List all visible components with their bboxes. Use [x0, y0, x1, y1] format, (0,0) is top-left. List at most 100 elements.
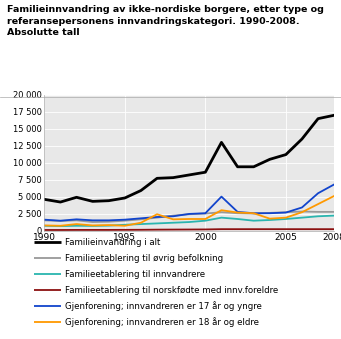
Gjenforening; innvandreren er 18 år og eldre: [332, 194, 336, 198]
Gjenforening; innvandreren er 18 år og eldre: [203, 217, 207, 221]
Familieetablering til øvrig befolkning: [107, 220, 111, 224]
Familieetablering til innvandrere: [107, 224, 111, 228]
Familieetablering til norskfødte med innv.foreldre: [284, 227, 288, 231]
Gjenforening; innvandreren er 18 år og eldre: [155, 212, 159, 216]
Gjenforening; innvandreren er 17 år og yngre: [107, 218, 111, 222]
Familieetablering til innvandrere: [139, 222, 143, 226]
Familieinvandring i alt: [91, 199, 95, 203]
Familieinvandring i alt: [300, 137, 304, 141]
Gjenforening; innvandreren er 17 år og yngre: [284, 211, 288, 215]
Familieetablering til innvandrere: [252, 219, 256, 223]
Gjenforening; innvandreren er 17 år og yngre: [91, 218, 95, 222]
Familieetablering til innvandrere: [171, 221, 175, 225]
Familieetablering til norskfødte med innv.foreldre: [171, 227, 175, 232]
Familieetablering til øvrig befolkning: [123, 219, 127, 223]
Gjenforening; innvandreren er 17 år og yngre: [155, 215, 159, 219]
Gjenforening; innvandreren er 17 år og yngre: [316, 191, 320, 195]
Familieetablering til øvrig befolkning: [155, 216, 159, 220]
Familieetablering til øvrig befolkning: [171, 214, 175, 218]
Familieinvandring i alt: [171, 176, 175, 180]
Familieetablering til øvrig befolkning: [284, 210, 288, 214]
Gjenforening; innvandreren er 17 år og yngre: [187, 212, 191, 216]
Familieinvandring i alt: [107, 199, 111, 203]
Familieetablering til innvandrere: [316, 214, 320, 218]
Familieetablering til øvrig befolkning: [91, 220, 95, 224]
Familieetablering til innvandrere: [332, 214, 336, 218]
Gjenforening; innvandreren er 17 år og yngre: [268, 211, 272, 215]
Familieinvandring i alt: [268, 157, 272, 161]
Familieinvandring i alt: [187, 173, 191, 177]
Text: Familieetablering til øvrig befolkning: Familieetablering til øvrig befolkning: [65, 254, 223, 263]
Familieetablering til innvandrere: [187, 220, 191, 224]
Gjenforening; innvandreren er 17 år og yngre: [171, 214, 175, 218]
Familieetablering til øvrig befolkning: [139, 217, 143, 221]
Gjenforening; innvandreren er 18 år og eldre: [284, 216, 288, 220]
Gjenforening; innvandreren er 17 år og yngre: [203, 211, 207, 215]
Familieetablering til innvandrere: [74, 224, 78, 228]
Familieetablering til innvandrere: [42, 224, 46, 228]
Gjenforening; innvandreren er 18 år og eldre: [300, 210, 304, 214]
Familieetablering til norskfødte med innv.foreldre: [332, 227, 336, 231]
Familieetablering til innvandrere: [123, 223, 127, 227]
Gjenforening; innvandreren er 17 år og yngre: [123, 218, 127, 222]
Familieetablering til norskfødte med innv.foreldre: [74, 228, 78, 232]
Familieetablering til norskfødte med innv.foreldre: [155, 227, 159, 232]
Gjenforening; innvandreren er 18 år og eldre: [42, 223, 46, 227]
Familieinvandring i alt: [74, 195, 78, 199]
Familieetablering til innvandrere: [58, 224, 62, 228]
Familieinvandring i alt: [332, 113, 336, 117]
Familieetablering til norskfødte med innv.foreldre: [91, 228, 95, 232]
Gjenforening; innvandreren er 17 år og yngre: [139, 216, 143, 220]
Familieetablering til øvrig befolkning: [74, 218, 78, 222]
Familieinvandring i alt: [252, 165, 256, 169]
Familieinvandring i alt: [203, 170, 207, 174]
Familieinvandring i alt: [58, 200, 62, 204]
Gjenforening; innvandreren er 17 år og yngre: [332, 182, 336, 186]
Familieetablering til innvandrere: [284, 217, 288, 221]
Line: Familieetablering til norskfødte med innv.foreldre: Familieetablering til norskfødte med inn…: [44, 229, 334, 230]
Gjenforening; innvandreren er 18 år og eldre: [139, 221, 143, 225]
Gjenforening; innvandreren er 18 år og eldre: [58, 224, 62, 228]
Familieetablering til øvrig befolkning: [252, 212, 256, 216]
Familieetablering til øvrig befolkning: [187, 212, 191, 216]
Familieinvandring i alt: [155, 176, 159, 180]
Familieinvandring i alt: [42, 197, 46, 201]
Gjenforening; innvandreren er 18 år og eldre: [107, 223, 111, 227]
Familieinvandring i alt: [316, 117, 320, 121]
Gjenforening; innvandreren er 18 år og eldre: [123, 224, 127, 228]
Gjenforening; innvandreren er 17 år og yngre: [219, 195, 223, 199]
Familieetablering til øvrig befolkning: [332, 210, 336, 214]
Text: Gjenforening; innvandreren er 17 år og yngre: Gjenforening; innvandreren er 17 år og y…: [65, 301, 262, 311]
Gjenforening; innvandreren er 17 år og yngre: [42, 218, 46, 222]
Familieetablering til innvandrere: [236, 217, 240, 221]
Familieetablering til øvrig befolkning: [268, 211, 272, 215]
Familieinvandring i alt: [284, 153, 288, 157]
Line: Familieinvandring i alt: Familieinvandring i alt: [44, 115, 334, 202]
Text: Familieetablering til norskfødte med innv.foreldre: Familieetablering til norskfødte med inn…: [65, 286, 278, 295]
Familieetablering til norskfødte med innv.foreldre: [42, 228, 46, 232]
Gjenforening; innvandreren er 18 år og eldre: [187, 217, 191, 221]
Line: Gjenforening; innvandreren er 18 år og eldre: Gjenforening; innvandreren er 18 år og e…: [44, 196, 334, 226]
Familieetablering til innvandrere: [268, 218, 272, 222]
Familieetablering til innvandrere: [91, 224, 95, 228]
Familieetablering til øvrig befolkning: [42, 218, 46, 222]
Gjenforening; innvandreren er 18 år og eldre: [316, 202, 320, 206]
Line: Familieetablering til innvandrere: Familieetablering til innvandrere: [44, 216, 334, 226]
Text: Familieinnvandring av ikke-nordiske borgere, etter type og
referansepersonens in: Familieinnvandring av ikke-nordiske borg…: [7, 5, 324, 37]
Gjenforening; innvandreren er 18 år og eldre: [268, 217, 272, 221]
Familieetablering til øvrig befolkning: [58, 219, 62, 223]
Gjenforening; innvandreren er 17 år og yngre: [58, 219, 62, 223]
Familieetablering til norskfødte med innv.foreldre: [300, 227, 304, 231]
Familieetablering til norskfødte med innv.foreldre: [316, 227, 320, 231]
Familieinvandring i alt: [123, 196, 127, 200]
Familieetablering til norskfødte med innv.foreldre: [123, 228, 127, 232]
Familieetablering til øvrig befolkning: [316, 210, 320, 214]
Familieetablering til innvandrere: [155, 221, 159, 225]
Familieetablering til norskfødte med innv.foreldre: [252, 227, 256, 231]
Gjenforening; innvandreren er 18 år og eldre: [91, 223, 95, 227]
Familieetablering til øvrig befolkning: [219, 210, 223, 214]
Gjenforening; innvandreren er 18 år og eldre: [171, 217, 175, 221]
Familieetablering til norskfødte med innv.foreldre: [58, 228, 62, 232]
Gjenforening; innvandreren er 18 år og eldre: [219, 208, 223, 212]
Familieetablering til innvandrere: [203, 219, 207, 223]
